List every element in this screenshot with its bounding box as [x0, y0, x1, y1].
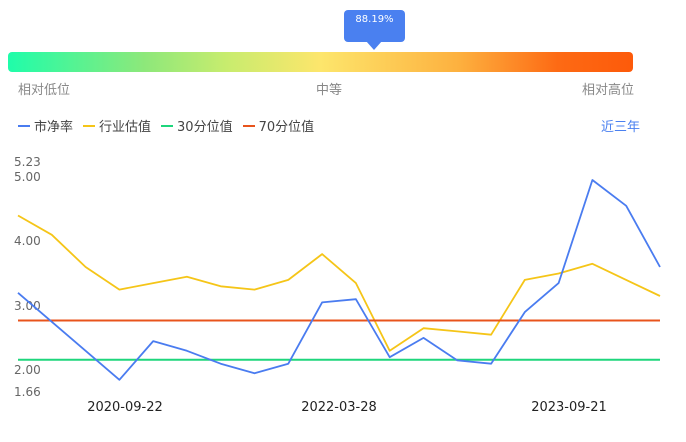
legend-label: 30分位值 [177, 120, 233, 135]
y-tick: 1.66 [14, 385, 41, 399]
y-tick: 5.00 [14, 170, 41, 184]
gauge-low-label: 相对低位 [18, 83, 71, 98]
percentile-tooltip: 88.19% [344, 10, 405, 50]
percentile-gauge-bar [8, 52, 633, 72]
legend-item-pb[interactable]: 市净率 [18, 116, 73, 135]
pb-series-line [17, 179, 661, 381]
chart-legend: 市净率 行业估值 30分位值 70分位值 [18, 116, 314, 135]
legend-label: 行业估值 [99, 120, 152, 135]
legend-swatch [18, 124, 30, 127]
industry-series-line [17, 214, 661, 352]
x-tick: 2023-09-21 [531, 400, 607, 415]
gauge-mid-label: 中等 [316, 83, 343, 98]
legend-item-p70[interactable]: 70分位值 [242, 116, 315, 135]
legend-item-p30[interactable]: 30分位值 [161, 116, 233, 135]
legend-swatch [242, 124, 255, 127]
y-tick: 2.00 [14, 363, 41, 377]
legend-label: 市净率 [34, 120, 74, 135]
y-tick: 3.00 [14, 299, 41, 313]
legend-swatch [161, 124, 174, 127]
x-tick: 2022-03-28 [301, 400, 377, 415]
legend-swatch [83, 124, 96, 127]
period-selector[interactable]: 近三年 [600, 120, 640, 135]
y-tick: 4.00 [14, 234, 41, 248]
percentile-value: 88.19% [355, 14, 394, 25]
x-tick: 2020-09-22 [87, 400, 163, 415]
legend-label: 70分位值 [258, 120, 315, 135]
legend-item-industry[interactable]: 行业估值 [83, 116, 151, 135]
y-tick: 5.23 [14, 155, 41, 169]
gauge-high-label: 相对高位 [582, 83, 635, 98]
